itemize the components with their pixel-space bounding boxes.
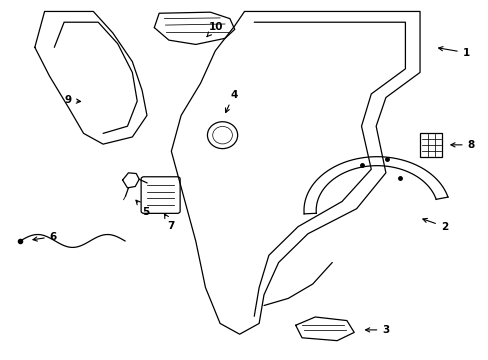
Text: 5: 5 [136, 200, 149, 217]
Text: 4: 4 [225, 90, 237, 113]
Text: 7: 7 [164, 214, 175, 231]
Text: 2: 2 [422, 219, 447, 231]
Text: 9: 9 [64, 95, 81, 105]
Text: 10: 10 [206, 22, 223, 37]
Bar [419, 133, 441, 157]
Text: 6: 6 [33, 232, 57, 242]
Text: 3: 3 [365, 325, 389, 335]
Text: 8: 8 [450, 140, 474, 150]
Text: 1: 1 [438, 47, 469, 58]
